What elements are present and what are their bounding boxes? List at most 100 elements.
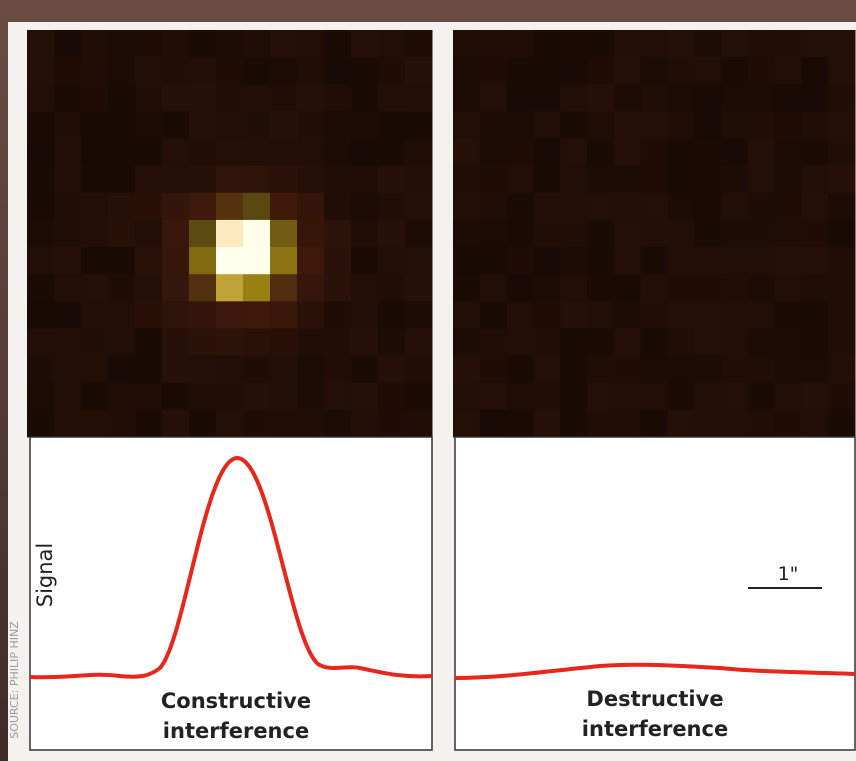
pixel <box>243 84 271 112</box>
pixel <box>560 409 588 438</box>
pixel <box>162 328 190 357</box>
pixel <box>533 219 561 248</box>
pixel <box>378 247 406 275</box>
pixel <box>640 247 668 275</box>
pixel <box>667 138 695 167</box>
pixel <box>533 192 561 221</box>
pixel <box>351 138 379 167</box>
pixel <box>801 274 829 302</box>
pixel <box>27 274 55 302</box>
pixel <box>801 111 829 140</box>
pixel <box>506 219 534 248</box>
pixel <box>613 111 642 140</box>
pixel <box>560 84 588 112</box>
pixel <box>135 84 163 112</box>
pixel <box>694 192 722 221</box>
pixel <box>297 328 325 357</box>
pixel <box>613 355 642 384</box>
scale-label: 1" <box>778 563 799 585</box>
pixel <box>587 219 615 248</box>
pixel <box>533 165 561 194</box>
pixel <box>108 192 136 221</box>
pixel <box>667 274 695 302</box>
pixel <box>54 192 82 221</box>
pixel <box>324 409 352 438</box>
pixel <box>453 84 481 112</box>
pixel <box>324 138 352 167</box>
pixel <box>270 274 298 302</box>
pixel <box>453 192 481 221</box>
pixel <box>828 57 856 85</box>
pixel <box>774 382 802 411</box>
pixel <box>613 165 642 194</box>
pixel <box>270 409 298 438</box>
pixel <box>560 165 588 194</box>
pixel <box>135 111 163 140</box>
pixel <box>108 382 136 411</box>
pixel <box>54 84 82 112</box>
pixel <box>162 355 190 384</box>
pixel <box>506 165 534 194</box>
pixel <box>747 219 776 248</box>
pixel <box>54 57 82 85</box>
pixel <box>270 328 298 357</box>
pixel <box>243 301 271 329</box>
pixel <box>694 409 722 438</box>
pixel <box>453 301 481 329</box>
pixel <box>54 382 82 411</box>
axis-label: Signal <box>33 543 57 608</box>
pixel <box>479 165 508 194</box>
pixel <box>587 247 615 275</box>
pixel <box>667 382 695 411</box>
pixel <box>378 30 406 58</box>
pixel <box>108 84 136 112</box>
pixel <box>560 301 588 329</box>
pixel <box>108 328 136 357</box>
pixel <box>243 138 271 167</box>
pixel <box>162 274 190 302</box>
pixel <box>828 328 856 357</box>
pixel <box>270 219 298 248</box>
pixel <box>640 138 668 167</box>
pixel <box>216 382 244 411</box>
pixel <box>405 274 433 302</box>
pixel <box>351 111 379 140</box>
pixel <box>54 355 82 384</box>
pixel <box>453 30 481 58</box>
pixel <box>721 57 749 85</box>
pixel <box>405 219 433 248</box>
pixel <box>694 301 722 329</box>
pixel <box>108 138 136 167</box>
pixel <box>27 84 55 112</box>
pixel <box>479 192 508 221</box>
pixel <box>81 301 109 329</box>
pixel <box>560 247 588 275</box>
pixel <box>587 57 615 85</box>
pixel <box>721 382 749 411</box>
pixel <box>351 409 379 438</box>
pixel <box>640 84 668 112</box>
pixel <box>351 328 379 357</box>
pixel <box>721 84 749 112</box>
pixel <box>667 355 695 384</box>
pixel <box>297 111 325 140</box>
pixel <box>297 165 325 194</box>
pixel <box>135 301 163 329</box>
pixel <box>667 219 695 248</box>
pixel <box>108 57 136 85</box>
pixel <box>479 138 508 167</box>
pixel <box>801 355 829 384</box>
pixel <box>747 57 776 85</box>
pixel <box>774 355 802 384</box>
pixel <box>613 247 642 275</box>
pixel <box>270 301 298 329</box>
pixel <box>640 409 668 438</box>
pixel <box>270 57 298 85</box>
pixel <box>162 409 190 438</box>
pixel <box>378 355 406 384</box>
pixel <box>81 192 109 221</box>
pixel <box>613 328 642 357</box>
pixel <box>774 219 802 248</box>
pixel <box>108 409 136 438</box>
pixel <box>81 84 109 112</box>
